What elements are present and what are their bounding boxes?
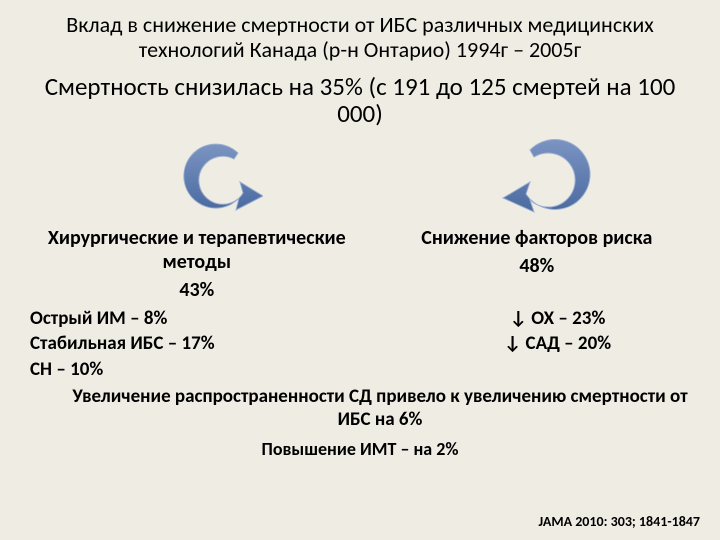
curved-arrow-left-icon: [168, 138, 263, 235]
left-column: Хирургические и терапевтические методы 4…: [20, 226, 374, 302]
details: Острый ИМ – 8% ↓ ОХ – 23% Стабильная ИБС…: [0, 302, 720, 383]
left-item: СН – 10%: [30, 357, 385, 383]
curved-arrow-right-icon: [500, 132, 605, 235]
arrows-container: [0, 130, 720, 230]
left-percent: 43%: [20, 278, 374, 302]
slide-subtitle: Смертность снизилась на 35% (с 191 до 12…: [0, 67, 720, 130]
right-percent: 48%: [374, 254, 700, 278]
detail-row: СН – 10%: [30, 357, 700, 383]
detail-row: Острый ИМ – 8% ↓ ОХ – 23%: [30, 306, 700, 332]
right-column: Снижение факторов риска 48%: [374, 226, 700, 302]
columns: Хирургические и терапевтические методы 4…: [0, 226, 720, 302]
detail-row: Стабильная ИБС – 17% ↓ САД – 20%: [30, 331, 700, 357]
left-item: Острый ИМ – 8%: [30, 306, 385, 332]
right-item: [385, 357, 700, 383]
left-item: Стабильная ИБС – 17%: [30, 331, 385, 357]
citation: JAMA 2010: 303; 1841-1847: [539, 513, 700, 530]
slide-title: Вклад в снижение смертности от ИБС разли…: [0, 0, 720, 67]
right-item: ↓ ОХ – 23%: [385, 306, 700, 332]
right-item: ↓ САД – 20%: [385, 331, 700, 357]
wide-note: Увеличение распространенности СД привело…: [0, 383, 720, 433]
bmi-note: Повышение ИМТ – на 2%: [0, 438, 720, 460]
